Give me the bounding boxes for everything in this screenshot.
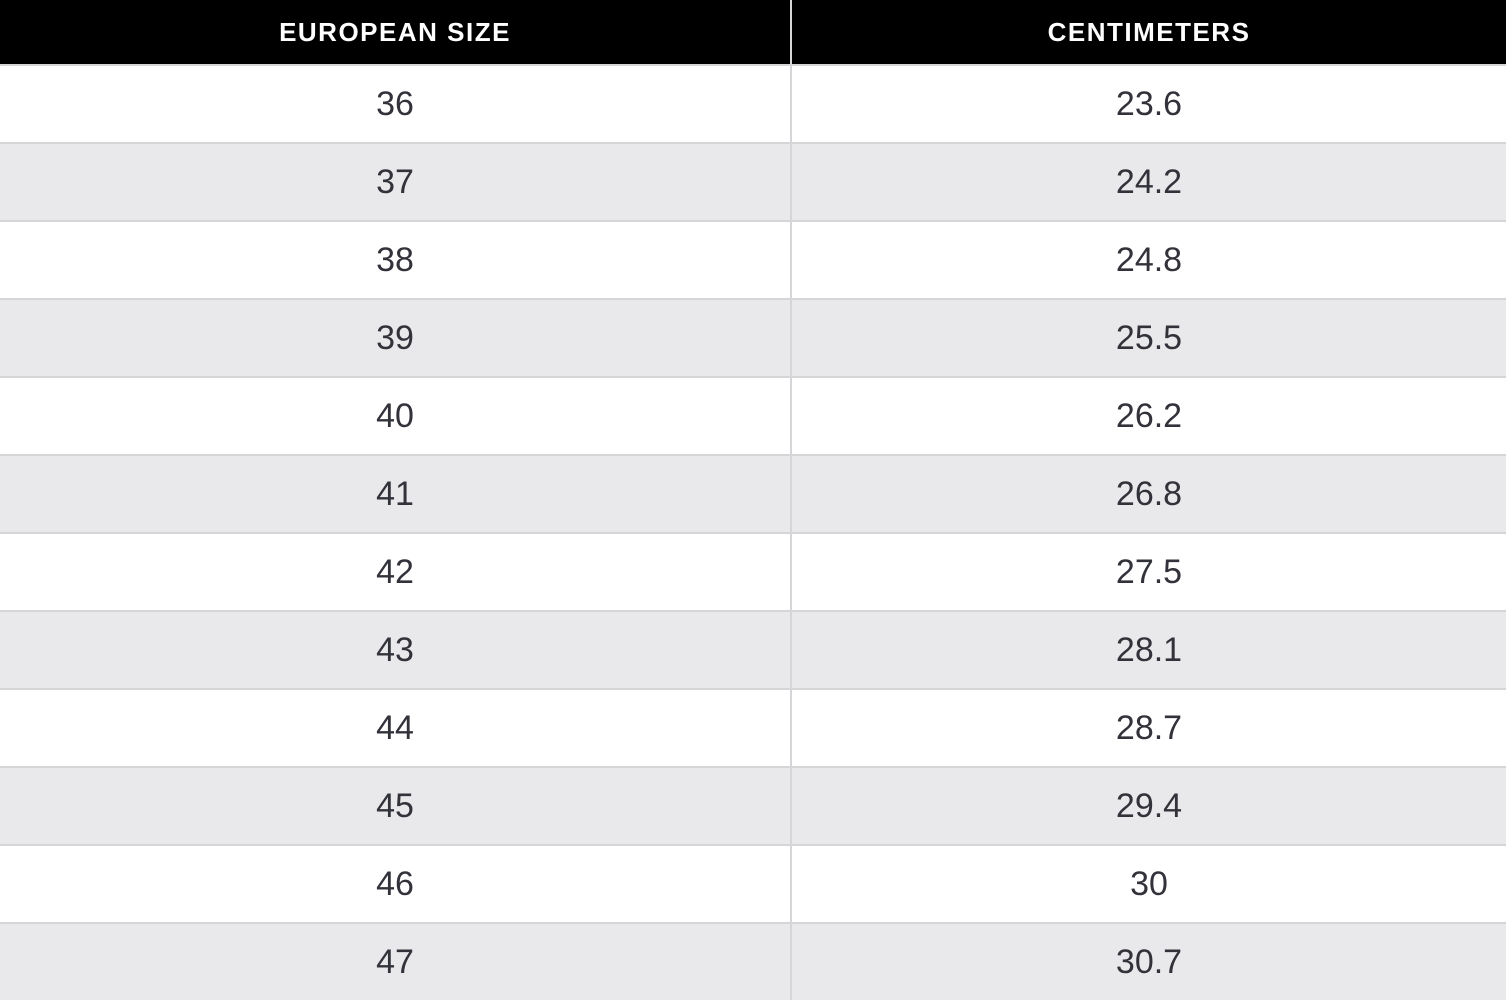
cell-eu: 44 [0, 688, 792, 767]
cell-eu: 38 [0, 220, 792, 299]
cell-eu: 40 [0, 376, 792, 455]
cell-cm: 24.8 [791, 220, 1506, 299]
table-row: 37 24.2 [0, 142, 1506, 221]
table-row: 38 24.8 [0, 220, 1506, 299]
cell-cm: 26.8 [791, 454, 1506, 533]
cell-cm: 27.5 [791, 532, 1506, 611]
table-row: 36 23.6 [0, 64, 1506, 143]
table-row: 41 26.8 [0, 454, 1506, 533]
cell-cm: 24.2 [791, 142, 1506, 221]
cell-cm: 30.7 [791, 922, 1506, 1000]
column-header-european-size: EUROPEAN SIZE [0, 0, 792, 65]
table-row: 42 27.5 [0, 532, 1506, 611]
cell-cm: 28.1 [791, 610, 1506, 689]
table-row: 40 26.2 [0, 376, 1506, 455]
cell-cm: 28.7 [791, 688, 1506, 767]
cell-cm: 23.6 [791, 64, 1506, 143]
table-row: 39 25.5 [0, 298, 1506, 377]
column-header-centimeters: CENTIMETERS [791, 0, 1506, 65]
table-row: 43 28.1 [0, 610, 1506, 689]
cell-eu: 41 [0, 454, 792, 533]
cell-eu: 47 [0, 922, 792, 1000]
cell-eu: 39 [0, 298, 792, 377]
cell-eu: 37 [0, 142, 792, 221]
table-row: 45 29.4 [0, 766, 1506, 845]
cell-cm: 26.2 [791, 376, 1506, 455]
cell-eu: 42 [0, 532, 792, 611]
cell-eu: 36 [0, 64, 792, 143]
table-row: 47 30.7 [0, 922, 1506, 1000]
table-header: EUROPEAN SIZE CENTIMETERS [0, 0, 1506, 65]
cell-cm: 30 [791, 844, 1506, 923]
cell-eu: 46 [0, 844, 792, 923]
table-row: 44 28.7 [0, 688, 1506, 767]
cell-eu: 43 [0, 610, 792, 689]
cell-cm: 25.5 [791, 298, 1506, 377]
cell-cm: 29.4 [791, 766, 1506, 845]
table-row: 46 30 [0, 844, 1506, 923]
table-body: 36 23.6 37 24.2 38 24.8 39 25.5 40 26.2 41 26.8 42 27… [0, 64, 1506, 1000]
table-header-row: EUROPEAN SIZE CENTIMETERS [0, 0, 1506, 65]
cell-eu: 45 [0, 766, 792, 845]
